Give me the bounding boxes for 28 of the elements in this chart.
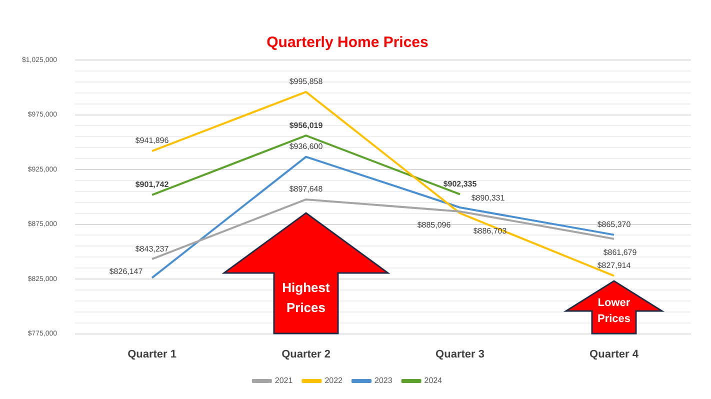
data-label: $956,019: [289, 120, 324, 130]
data-label: $843,237: [135, 244, 170, 254]
data-label: $886,703: [473, 226, 508, 236]
legend-label: 2021: [274, 376, 294, 386]
data-label: $826,147: [109, 266, 144, 276]
data-label: $897,648: [289, 184, 324, 194]
data-label: $827,914: [597, 261, 632, 270]
data-label: $885,096: [417, 220, 452, 230]
x-tick-label: Quarter 2: [282, 348, 330, 360]
annotation: Highest Prices: [282, 280, 331, 316]
data-label: $936,600: [289, 142, 324, 152]
annotation: Lower Prices: [597, 297, 631, 326]
data-label: $995,858: [289, 77, 324, 86]
legend-label: 2023: [374, 376, 393, 386]
legend-label: 2022: [324, 376, 344, 386]
x-tick-label: Quarter 3: [436, 348, 484, 360]
data-label: $861,679: [603, 248, 638, 258]
data-label: $890,331: [471, 194, 506, 203]
arrow-icon: Highest Prices: [223, 212, 390, 335]
chart-title: Quarterly Home Prices: [266, 34, 428, 52]
arrow-icon: Lower Prices: [565, 280, 663, 335]
data-label: $865,370: [597, 220, 632, 230]
x-tick-label: Quarter 1: [128, 348, 176, 360]
data-label: $901,742: [135, 180, 170, 190]
data-label: $902,335: [443, 180, 478, 189]
data-label: $941,896: [135, 136, 170, 146]
x-tick-label: Quarter 4: [590, 348, 640, 360]
legend-label: 2024: [424, 376, 443, 386]
